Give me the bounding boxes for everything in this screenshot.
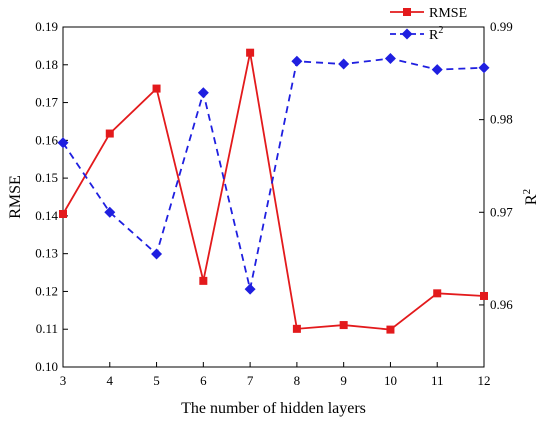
legend-label-sup: 2 xyxy=(438,25,443,36)
y-left-tick-label: 0.16 xyxy=(35,132,58,147)
data-point xyxy=(478,62,490,74)
x-tick-label: 10 xyxy=(384,373,397,388)
data-point xyxy=(199,276,208,285)
series-1 xyxy=(59,48,488,334)
data-point xyxy=(386,325,395,334)
data-point xyxy=(384,52,396,64)
y-right-tick-label: 0.98 xyxy=(490,112,513,127)
y-axis-left-title: RMSE xyxy=(7,175,24,219)
legend-label: RMSE xyxy=(429,6,467,21)
data-point xyxy=(151,248,163,260)
x-tick-label: 3 xyxy=(60,373,67,388)
y-left-tick-label: 0.14 xyxy=(35,208,58,223)
y-left-tick-label: 0.18 xyxy=(35,57,58,72)
y-axis-right-title-base: R xyxy=(523,194,540,205)
plot-frame xyxy=(62,26,485,368)
legend: RMSE R2 xyxy=(390,6,467,43)
series-line xyxy=(62,57,485,290)
data-point xyxy=(338,58,350,70)
data-point xyxy=(197,87,209,99)
series-2 xyxy=(57,52,490,295)
x-tick-label: 4 xyxy=(107,373,114,388)
x-axis-title: The number of hidden layers xyxy=(181,400,366,417)
y-axis-right-title-sup: 2 xyxy=(521,189,533,195)
y-left-tick-label: 0.17 xyxy=(35,95,58,110)
data-point xyxy=(104,206,116,218)
data-point xyxy=(291,55,303,67)
legend-marker xyxy=(403,8,411,16)
legend-label-base: R xyxy=(429,28,439,43)
legend-marker xyxy=(401,28,413,40)
y-right-tick-label: 0.96 xyxy=(490,297,513,312)
data-point xyxy=(57,137,69,149)
y-left-tick-label: 0.13 xyxy=(35,246,58,261)
legend-label-base: RMSE xyxy=(429,6,467,21)
x-tick-label: 6 xyxy=(200,373,207,388)
data-point xyxy=(339,321,348,330)
y-right-tick-label: 0.97 xyxy=(490,204,513,219)
y-left-tick-label: 0.10 xyxy=(35,359,58,374)
x-tick-label: 5 xyxy=(153,373,160,388)
data-point xyxy=(244,283,256,295)
data-point xyxy=(59,210,67,218)
legend-label: R2 xyxy=(429,25,443,43)
data-point xyxy=(246,48,255,57)
x-tick-label: 8 xyxy=(294,373,301,388)
y-left-tick-label: 0.11 xyxy=(36,321,58,336)
y-left-tick-label: 0.12 xyxy=(35,283,58,298)
y-right-tick-label: 0.99 xyxy=(490,19,513,34)
y-axis-right-title: R2 xyxy=(521,189,540,205)
data-point xyxy=(105,129,114,138)
plot-series xyxy=(57,48,490,334)
y-left-tick-label: 0.15 xyxy=(35,170,58,185)
axes: 3 4 5 6 7 8 9 10 11 12 0.10 0.11 0.12 0.13 0.14 0.15 0.1… xyxy=(35,19,513,388)
x-tick-label: 7 xyxy=(247,373,254,388)
data-point xyxy=(152,84,161,93)
x-tick-label: 9 xyxy=(340,373,347,388)
y-left-tick-label: 0.19 xyxy=(35,19,58,34)
data-point xyxy=(431,64,443,76)
data-point xyxy=(292,324,301,333)
data-point xyxy=(480,291,488,300)
x-tick-label: 12 xyxy=(478,373,491,388)
data-point xyxy=(433,289,442,298)
series-line xyxy=(62,52,485,331)
x-tick-label: 11 xyxy=(431,373,444,388)
